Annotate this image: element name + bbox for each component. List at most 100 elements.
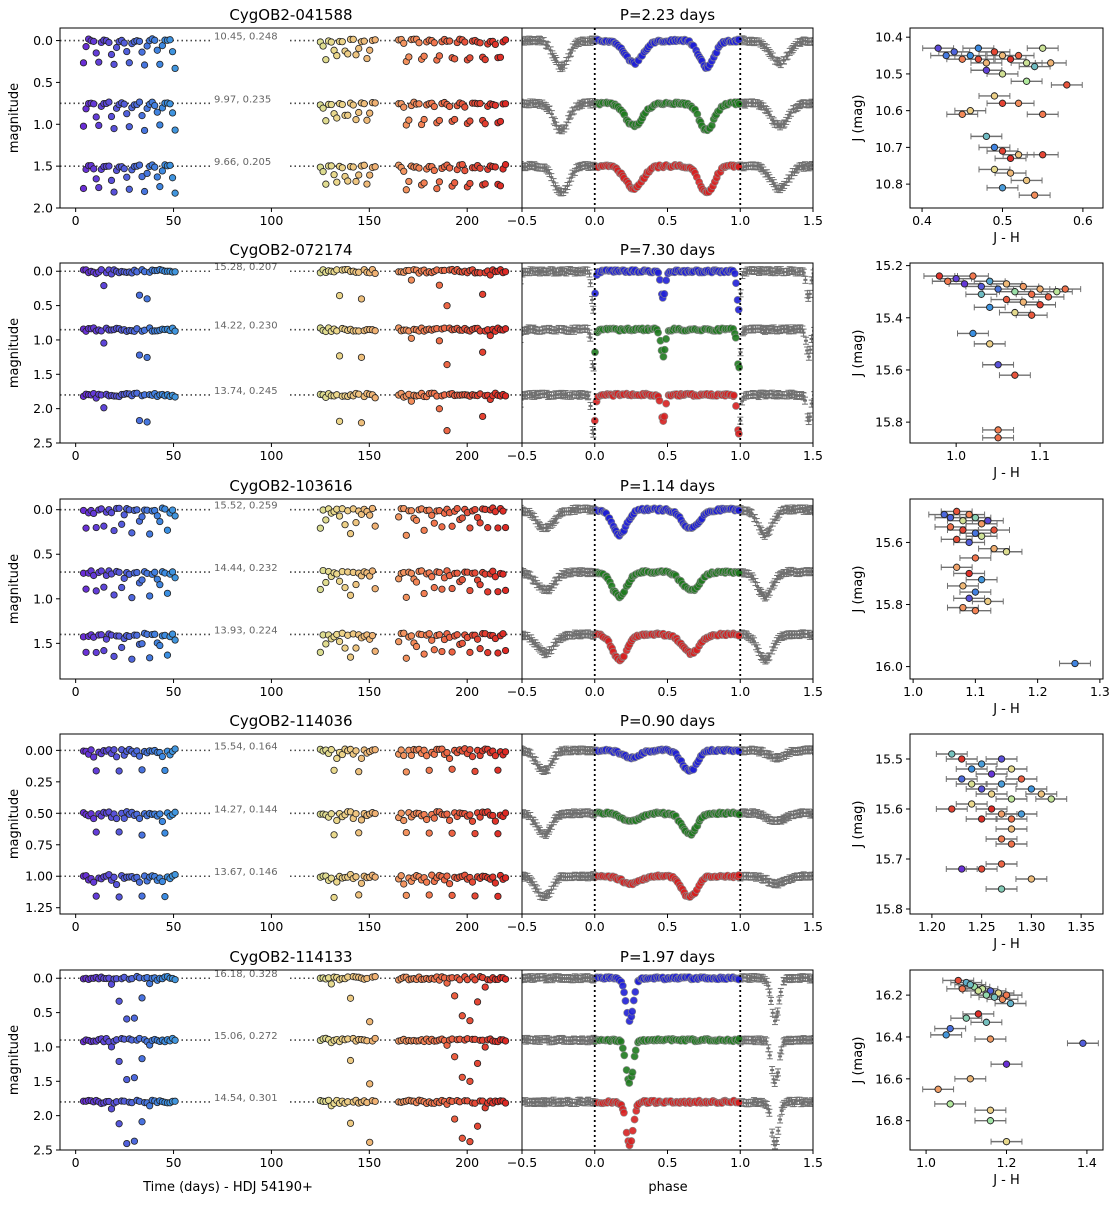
time-x-tick-label: 50 bbox=[166, 448, 182, 463]
lc-point bbox=[143, 169, 151, 178]
light-curve-rows: CygOB2-041588 P=2.23 days 10.45, 0.248 9.97… bbox=[7, 6, 1110, 1188]
cmd-point bbox=[998, 99, 1007, 107]
time-y-tick-label: 1.0 bbox=[33, 332, 53, 347]
cmd-y-tick-label: 10.4 bbox=[875, 30, 903, 45]
lc-point bbox=[168, 48, 177, 56]
lc-point bbox=[405, 116, 413, 124]
cmd-point bbox=[1028, 290, 1036, 298]
cmd-point bbox=[969, 329, 977, 338]
lc-point bbox=[357, 295, 366, 303]
y-axis-label-jmag: J (mag) bbox=[851, 330, 866, 378]
lc-point bbox=[407, 334, 415, 342]
row-3: CygOB2-103616 P=1.14 days 15.52, 0.259 14.4… bbox=[7, 477, 1110, 717]
phase-point bbox=[662, 276, 671, 285]
phase-point bbox=[735, 363, 744, 372]
lc-point bbox=[420, 179, 428, 187]
cmd-y-tick-label: 10.7 bbox=[875, 140, 903, 155]
phase-x-tick-label: −0.5 bbox=[507, 448, 537, 463]
lc-point bbox=[430, 39, 438, 47]
cmd-point bbox=[1036, 285, 1044, 293]
time-x-tick-label: 150 bbox=[357, 213, 381, 228]
cmd-data bbox=[923, 272, 1082, 442]
cmd-point bbox=[1030, 191, 1039, 199]
lc-point bbox=[161, 505, 169, 513]
lc-point bbox=[163, 526, 172, 534]
lc-point bbox=[171, 393, 179, 401]
lc-point bbox=[335, 577, 344, 585]
phase-point bbox=[659, 352, 668, 361]
lc-point bbox=[166, 161, 174, 169]
lc-point bbox=[156, 581, 164, 589]
cmd-point bbox=[960, 280, 969, 288]
lc-point bbox=[352, 177, 360, 186]
cmd-point bbox=[1011, 371, 1019, 379]
cmd-point bbox=[998, 184, 1007, 192]
lc-point bbox=[100, 404, 108, 412]
cmd-data bbox=[922, 44, 1083, 199]
lc-point bbox=[496, 53, 505, 61]
lc-point bbox=[95, 183, 103, 192]
time-y-tick-label: 2.0 bbox=[33, 201, 53, 216]
lc-point bbox=[110, 125, 118, 133]
lc-point bbox=[120, 165, 128, 173]
lc-point bbox=[466, 179, 474, 188]
cmd-point bbox=[1014, 51, 1023, 60]
phase-x-tick-label: −0.5 bbox=[507, 213, 537, 228]
lc-point bbox=[501, 392, 510, 400]
lc-point bbox=[151, 101, 159, 110]
lc-point bbox=[138, 172, 146, 181]
lc-point bbox=[90, 37, 98, 45]
lc-point bbox=[466, 117, 474, 125]
lc-point bbox=[366, 171, 374, 179]
cmd-point bbox=[1022, 77, 1031, 85]
lc-point bbox=[496, 182, 505, 190]
cmd-y-tick-label: 15.2 bbox=[875, 258, 903, 273]
phase-point bbox=[654, 328, 662, 337]
lc-point bbox=[153, 512, 161, 520]
time-panel-frame bbox=[59, 262, 523, 444]
row-2: CygOB2-072174 P=7.30 days 15.28, 0.207 14.2… bbox=[7, 241, 1104, 481]
lc-point bbox=[171, 126, 179, 134]
lc-point bbox=[461, 38, 469, 46]
lc-point bbox=[481, 120, 489, 128]
lc-point bbox=[92, 648, 100, 657]
cmd-panel-frame bbox=[909, 262, 1104, 444]
cmd-point bbox=[998, 147, 1007, 155]
lc-point bbox=[97, 567, 105, 575]
lc-point bbox=[100, 282, 108, 290]
lc-point bbox=[501, 161, 510, 169]
lc-point bbox=[156, 641, 164, 650]
cmd-point bbox=[1006, 169, 1015, 177]
lc-point bbox=[112, 43, 121, 52]
cmd-point bbox=[1019, 282, 1027, 291]
cmd-point bbox=[974, 55, 983, 63]
cmd-y-tick-label: 10.5 bbox=[875, 66, 903, 81]
lc-point bbox=[115, 568, 123, 576]
lc-point bbox=[110, 188, 118, 196]
lc-point bbox=[133, 631, 141, 639]
lc-point bbox=[458, 160, 466, 169]
cmd-point bbox=[1061, 285, 1069, 293]
band-stats-label: 13.93, 0.224 bbox=[214, 625, 278, 636]
lc-point bbox=[151, 568, 159, 576]
phase-point bbox=[734, 305, 743, 314]
cmd-point bbox=[1022, 59, 1031, 67]
cmd-y-tick-label: 15.6 bbox=[875, 362, 903, 377]
lc-point bbox=[341, 521, 349, 529]
lc-point bbox=[355, 108, 363, 117]
cmd-point bbox=[1022, 176, 1031, 185]
lc-point bbox=[486, 332, 494, 340]
band-stats-label: 14.44, 0.232 bbox=[214, 563, 278, 574]
time-x-tick-label: 100 bbox=[259, 213, 283, 228]
lc-point bbox=[135, 161, 144, 169]
lc-point bbox=[110, 652, 118, 660]
time-data: 10.45, 0.248 9.97, 0.235 9.66, 0.205 bbox=[60, 32, 522, 197]
phase-point bbox=[732, 402, 740, 410]
lc-point bbox=[335, 417, 344, 425]
lc-point bbox=[90, 509, 98, 518]
chart-title: CygOB2-041588 bbox=[229, 6, 352, 24]
cmd-y-tick-label: 10.8 bbox=[875, 177, 903, 192]
lc-point bbox=[443, 302, 451, 310]
lc-point bbox=[333, 178, 341, 186]
